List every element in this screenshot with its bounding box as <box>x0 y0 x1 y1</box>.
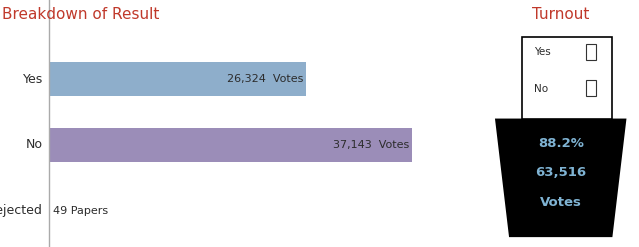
Text: Rejected: Rejected <box>0 204 43 217</box>
Text: No: No <box>26 138 43 151</box>
Text: Breakdown of Result: Breakdown of Result <box>2 7 159 21</box>
Text: 49 Papers: 49 Papers <box>53 206 109 216</box>
Text: 88.2%: 88.2% <box>538 137 583 150</box>
FancyBboxPatch shape <box>521 37 612 119</box>
Polygon shape <box>495 119 626 237</box>
Text: 63,516: 63,516 <box>535 166 587 179</box>
Text: Turnout: Turnout <box>532 7 589 22</box>
Text: Yes: Yes <box>23 73 43 85</box>
Text: Yes: Yes <box>534 47 551 57</box>
Bar <box>49 62 306 96</box>
Text: Votes: Votes <box>540 196 581 209</box>
FancyBboxPatch shape <box>586 80 596 96</box>
Text: 37,143  Votes: 37,143 Votes <box>333 140 409 150</box>
FancyBboxPatch shape <box>586 44 596 60</box>
Bar <box>49 128 412 162</box>
Text: 26,324  Votes: 26,324 Votes <box>227 74 304 84</box>
Text: No: No <box>534 84 548 94</box>
